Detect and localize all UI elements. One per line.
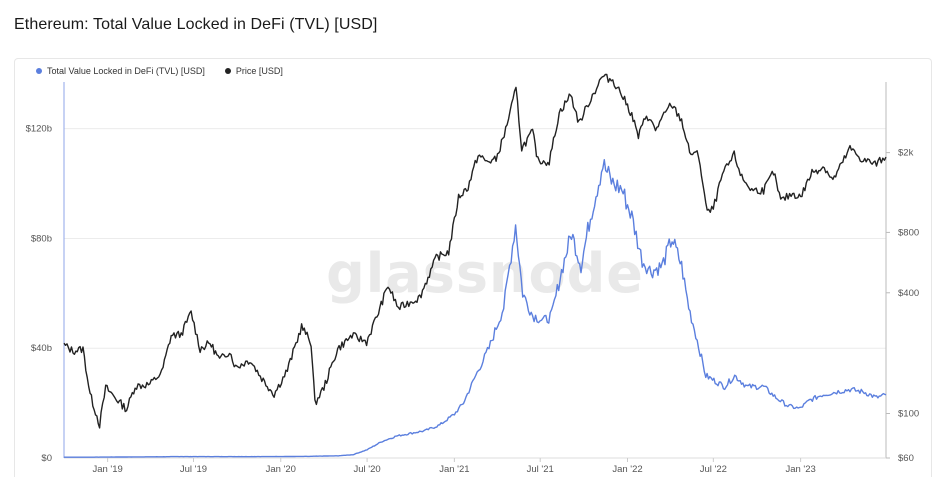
y-right-tick-label: $800: [898, 227, 919, 238]
y-right-tick-label: $60: [898, 453, 914, 464]
y-right-tick-label: $100: [898, 409, 919, 420]
legend-item-price[interactable]: Price [USD]: [224, 66, 283, 76]
y-left-tick-label: $120b: [26, 124, 52, 135]
x-tick-label: Jul '19: [180, 464, 207, 475]
legend-item-tvl[interactable]: Total Value Locked in DeFi (TVL) [USD]: [36, 66, 205, 76]
series-line-price[interactable]: [63, 73, 887, 429]
series-line-tvl[interactable]: [64, 159, 887, 458]
x-tick-label: Jul '20: [354, 464, 381, 475]
x-tick-label: Jan '20: [266, 464, 296, 475]
x-tick-label: Jan '23: [785, 464, 815, 475]
x-tick-label: Jul '22: [700, 464, 727, 475]
legend-dot-tvl: [36, 68, 42, 74]
legend-dot-price: [224, 68, 231, 74]
y-left-tick-label: $40b: [31, 343, 52, 354]
y-right-tick-label: $2k: [898, 148, 914, 159]
chart-legend: Total Value Locked in DeFi (TVL) [USD] P…: [36, 66, 283, 76]
y-left-tick-label: $80b: [31, 233, 52, 244]
x-tick-label: Jul '21: [527, 464, 554, 475]
x-tick-label: Jan '21: [439, 464, 469, 475]
watermark-text: glassnode: [326, 242, 644, 305]
y-right-tick-label: $400: [898, 288, 919, 299]
y-left-tick-label: $0: [41, 453, 52, 464]
legend-label-price: Price [USD]: [235, 66, 283, 76]
x-tick-label: Jan '22: [612, 464, 642, 475]
page-title: Ethereum: Total Value Locked in DeFi (TV…: [14, 16, 378, 33]
x-tick-label: Jan '19: [92, 464, 122, 475]
legend-label-tvl: Total Value Locked in DeFi (TVL) [USD]: [47, 66, 205, 76]
